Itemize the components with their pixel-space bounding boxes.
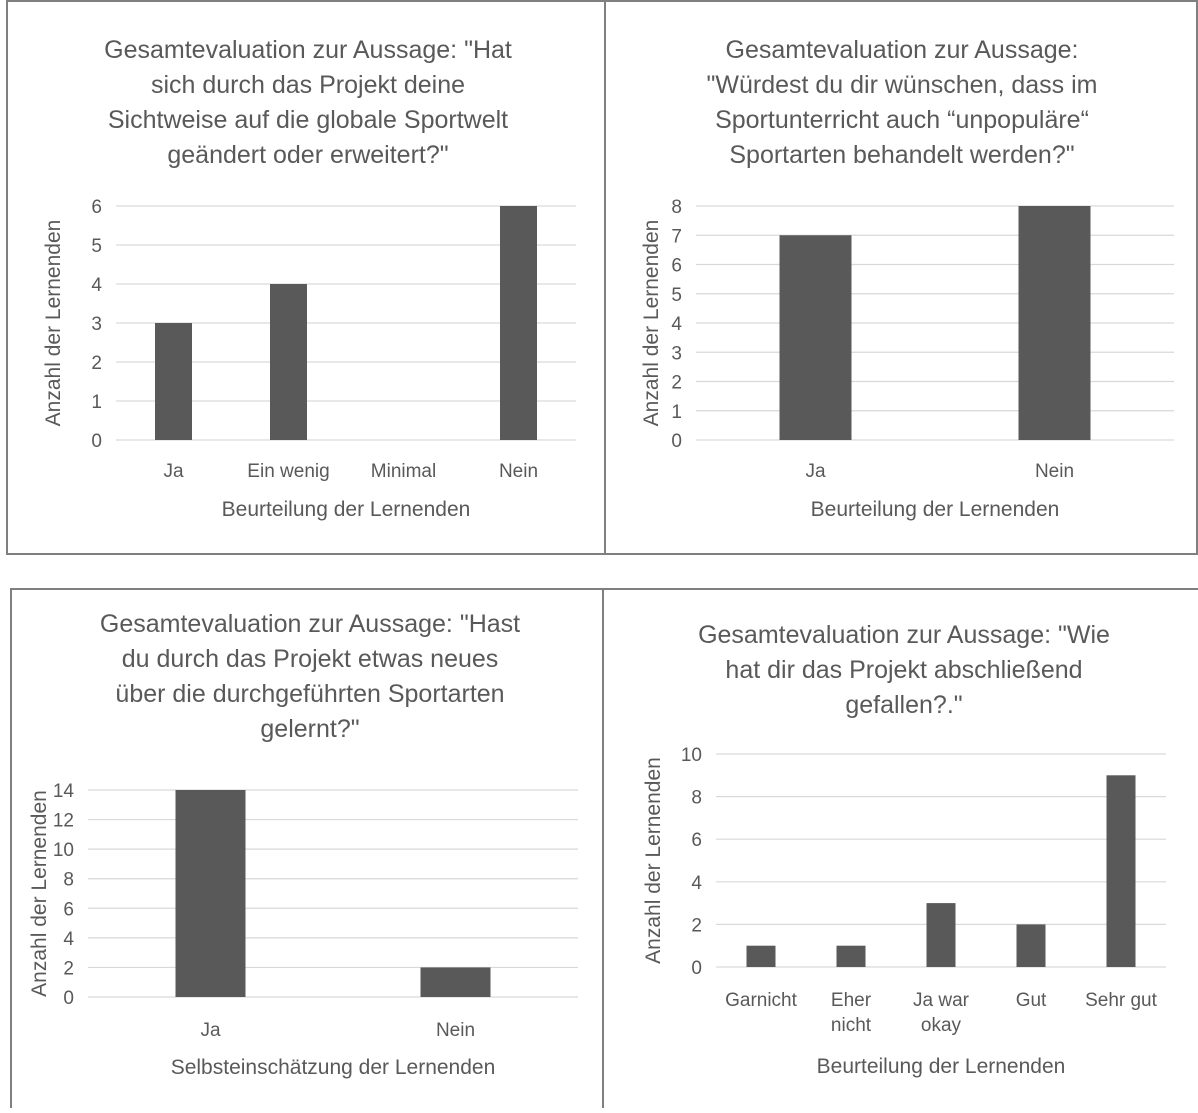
chart-title-line: "Würdest du dir wünschen, dass im bbox=[707, 71, 1098, 99]
bar bbox=[420, 967, 491, 997]
y-tick-label: 10 bbox=[681, 745, 702, 766]
y-tick-label: 6 bbox=[691, 830, 702, 851]
y-tick-label: 5 bbox=[671, 285, 682, 306]
chart-title-line: Gesamtevaluation zur Aussage: "Hat bbox=[104, 36, 512, 64]
chart-title-line: über die durchgeführten Sportarten bbox=[115, 680, 504, 708]
y-tick-label: 2 bbox=[691, 915, 702, 936]
y-tick-label: 8 bbox=[63, 870, 74, 891]
y-tick-label: 14 bbox=[53, 781, 75, 802]
x-tick-label: Minimal bbox=[371, 461, 436, 482]
x-tick-label: nicht bbox=[831, 1015, 872, 1036]
y-tick-label: 4 bbox=[691, 873, 702, 894]
bar bbox=[836, 945, 866, 967]
chart-title-line: Gesamtevaluation zur Aussage: "Wie bbox=[698, 621, 1110, 649]
bar bbox=[1016, 924, 1046, 967]
y-tick-label: 1 bbox=[671, 402, 682, 423]
y-tick-label: 3 bbox=[91, 314, 102, 335]
x-tick-label: okay bbox=[921, 1015, 962, 1036]
chart-svg-learned-something: Gesamtevaluation zur Aussage: "Hast du du… bbox=[28, 610, 578, 1079]
y-axis-title: Anzahl der Lernenden bbox=[42, 220, 65, 427]
y-tick-label: 8 bbox=[691, 788, 702, 809]
y-axis-title: Anzahl der Lernenden bbox=[28, 790, 51, 997]
bar bbox=[1018, 206, 1091, 440]
y-tick-label: 12 bbox=[53, 811, 74, 832]
x-axis-title: Beurteilung der Lernenden bbox=[811, 498, 1060, 521]
chart-title-line: Sichtweise auf die globale Sportwelt bbox=[108, 106, 508, 134]
chart-title-line: gelernt?" bbox=[260, 715, 359, 743]
y-tick-label: 0 bbox=[91, 431, 102, 452]
chart-panel-unpopular-sports: Gesamtevaluation zur Aussage: "Würdest du… bbox=[604, 0, 1198, 555]
x-tick-label: Nein bbox=[436, 1020, 475, 1041]
x-tick-label: Nein bbox=[1035, 461, 1074, 482]
chart-title-line: du durch das Projekt etwas neues bbox=[122, 645, 499, 673]
chart-svg-perspective: Gesamtevaluation zur Aussage: "Hat sich d… bbox=[42, 36, 576, 521]
y-tick-label: 4 bbox=[671, 314, 682, 335]
y-tick-label: 8 bbox=[671, 197, 682, 218]
bar bbox=[1106, 775, 1136, 967]
y-tick-label: 3 bbox=[671, 343, 682, 364]
y-tick-label: 10 bbox=[53, 840, 74, 861]
y-tick-label: 0 bbox=[63, 988, 74, 1009]
bar bbox=[270, 284, 307, 440]
chart-title-line: Gesamtevaluation zur Aussage: "Hast bbox=[100, 610, 520, 638]
chart-svg-overall-liking: Gesamtevaluation zur Aussage: "Wie hat di… bbox=[642, 621, 1166, 1078]
bar bbox=[746, 945, 776, 967]
y-tick-label: 6 bbox=[91, 197, 102, 218]
bar bbox=[175, 790, 246, 997]
x-tick-label: Nein bbox=[499, 461, 538, 482]
chart-title-line: geändert oder erweitert?" bbox=[167, 141, 448, 169]
x-tick-label: Ja bbox=[163, 461, 184, 482]
x-tick-label: Sehr gut bbox=[1085, 990, 1158, 1011]
y-tick-label: 0 bbox=[691, 958, 702, 979]
y-tick-label: 2 bbox=[671, 373, 682, 394]
chart-title-line: Sportunterricht auch “unpopuläre“ bbox=[715, 106, 1089, 134]
chart-panel-learned-something: Gesamtevaluation zur Aussage: "Hast du du… bbox=[10, 588, 604, 1108]
y-tick-label: 7 bbox=[671, 226, 682, 247]
chart-title-line: Gesamtevaluation zur Aussage: bbox=[726, 36, 1079, 64]
y-axis-title: Anzahl der Lernenden bbox=[642, 757, 665, 964]
y-tick-label: 2 bbox=[63, 958, 74, 979]
y-tick-label: 6 bbox=[671, 256, 682, 277]
x-axis-title: Beurteilung der Lernenden bbox=[817, 1055, 1066, 1078]
chart-panel-perspective: Gesamtevaluation zur Aussage: "Hat sich d… bbox=[6, 0, 606, 555]
chart-title-line: Sportarten behandelt werden?" bbox=[729, 141, 1074, 169]
chart-title-line: hat dir das Projekt abschließend bbox=[725, 656, 1082, 684]
x-axis-title: Selbsteinschätzung der Lernenden bbox=[171, 1056, 496, 1079]
x-tick-label: Eher bbox=[831, 990, 872, 1011]
x-tick-label: Ja war bbox=[913, 990, 970, 1011]
x-tick-label: Gut bbox=[1016, 990, 1047, 1011]
x-tick-label: Ja bbox=[200, 1020, 221, 1041]
chart-title-line: gefallen?." bbox=[845, 691, 962, 719]
x-axis-title: Beurteilung der Lernenden bbox=[222, 498, 471, 521]
y-tick-label: 5 bbox=[91, 236, 102, 257]
y-tick-label: 2 bbox=[91, 353, 102, 374]
y-tick-label: 6 bbox=[63, 899, 74, 920]
y-tick-label: 0 bbox=[671, 431, 682, 452]
y-tick-label: 1 bbox=[91, 392, 102, 413]
y-tick-label: 4 bbox=[91, 275, 102, 296]
y-tick-label: 4 bbox=[63, 929, 74, 950]
chart-panel-overall-liking: Gesamtevaluation zur Aussage: "Wie hat di… bbox=[602, 588, 1198, 1108]
y-axis-title: Anzahl der Lernenden bbox=[640, 220, 663, 427]
bar bbox=[926, 903, 956, 967]
x-tick-label: Ja bbox=[805, 461, 826, 482]
x-tick-label: Garnicht bbox=[725, 990, 798, 1011]
bar bbox=[500, 206, 537, 440]
chart-title-line: sich durch das Projekt deine bbox=[151, 71, 465, 99]
bar bbox=[779, 235, 852, 440]
x-tick-label: Ein wenig bbox=[247, 461, 329, 482]
bar bbox=[155, 323, 192, 440]
chart-svg-unpopular-sports: Gesamtevaluation zur Aussage: "Würdest du… bbox=[640, 36, 1174, 521]
